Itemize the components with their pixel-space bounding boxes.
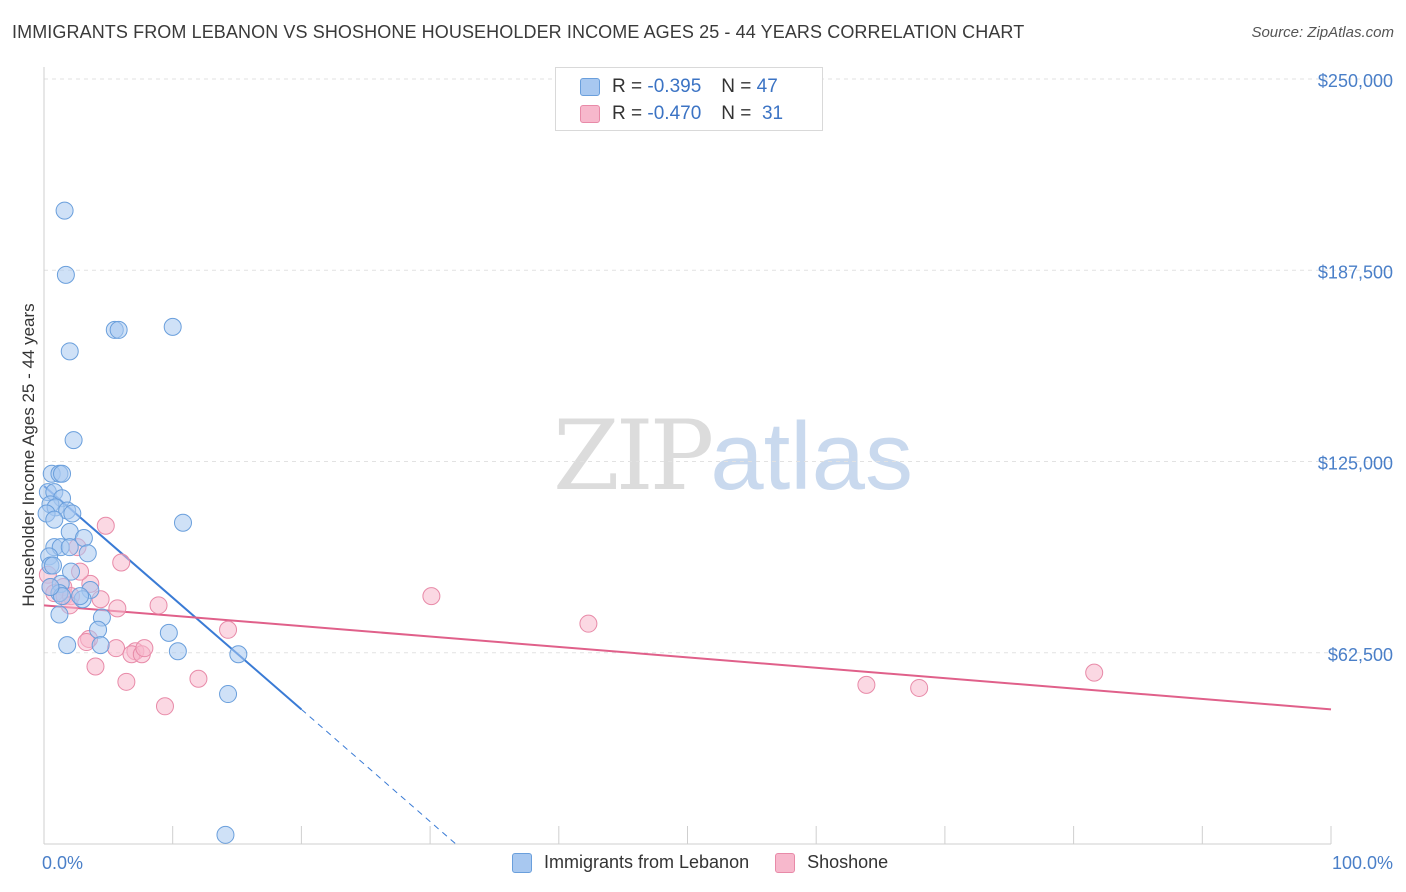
point-lebanon	[60, 342, 79, 361]
series-lebanon-points	[37, 201, 248, 844]
point-shoshone	[86, 657, 105, 676]
legend-n-value: 31	[761, 103, 784, 124]
legend-swatch-shoshone	[775, 852, 796, 873]
series-shoshone-points	[38, 516, 1104, 716]
point-lebanon	[163, 317, 182, 336]
point-shoshone	[112, 553, 131, 572]
source-label: Source: ZipAtlas.com	[1251, 24, 1394, 41]
legend-n-value: 47	[756, 76, 778, 97]
point-shoshone	[1085, 663, 1104, 682]
trend-line-shoshone	[43, 604, 1332, 711]
point-lebanon	[78, 544, 97, 563]
point-lebanon	[71, 587, 90, 606]
point-shoshone	[149, 596, 168, 615]
x-tick-label: 100.0%	[1332, 853, 1393, 873]
legend-swatch-lebanon	[580, 78, 600, 96]
legend-r-label: R =	[612, 76, 643, 97]
grid	[44, 78, 1393, 654]
point-lebanon	[41, 577, 60, 596]
point-lebanon	[56, 265, 75, 284]
point-lebanon	[219, 685, 238, 704]
point-shoshone	[117, 672, 136, 691]
point-lebanon	[55, 201, 74, 220]
point-lebanon	[229, 645, 248, 664]
trend-line-lebanon-extension	[301, 708, 457, 845]
point-shoshone	[910, 678, 929, 697]
point-lebanon	[58, 636, 77, 655]
watermark-atlas: atlas	[710, 403, 913, 510]
point-lebanon	[168, 642, 187, 661]
point-lebanon	[44, 556, 63, 575]
point-shoshone	[579, 614, 598, 633]
point-lebanon	[89, 620, 108, 639]
legend-r-value: -0.470	[647, 103, 702, 124]
legend-row-shoshone: R = -0.470 N = 31	[580, 102, 783, 126]
legend-swatch-lebanon	[512, 852, 532, 873]
trend-line-lebanon	[43, 485, 303, 711]
y-tick-label: $187,500	[1318, 262, 1393, 282]
series-legend: Immigrants from Lebanon Shoshone	[512, 852, 914, 873]
legend-n-label: N =	[721, 76, 752, 97]
tick-labels: $62,500 $125,000 $187,500 $250,000 0.0% 100.0…	[42, 71, 1393, 873]
point-lebanon	[109, 320, 128, 339]
point-shoshone	[135, 639, 154, 658]
point-lebanon	[216, 825, 235, 844]
point-lebanon	[53, 464, 72, 483]
legend-item-lebanon: Immigrants from Lebanon	[512, 852, 749, 873]
point-shoshone	[219, 620, 238, 639]
legend-r-label: R =	[612, 103, 643, 124]
point-lebanon	[63, 504, 82, 523]
point-lebanon	[159, 623, 178, 642]
point-shoshone	[857, 675, 876, 694]
point-lebanon	[60, 538, 79, 557]
watermark-zip: ZIP	[553, 400, 714, 512]
point-lebanon	[91, 636, 110, 655]
trend-lines	[43, 485, 1332, 845]
chart-title: IMMIGRANTS FROM LEBANON VS SHOSHONE HOUS…	[12, 22, 1025, 42]
legend-swatch-shoshone	[580, 105, 600, 123]
point-shoshone	[155, 697, 174, 716]
y-tick-label: $125,000	[1318, 454, 1393, 474]
legend-n-label: N =	[721, 103, 752, 124]
y-tick-label: $250,000	[1318, 71, 1393, 91]
correlation-legend: R = -0.395 N = 47 R = -0.470 N = 31	[555, 67, 823, 131]
point-shoshone	[107, 639, 126, 658]
point-lebanon	[64, 431, 83, 450]
point-lebanon	[173, 513, 192, 532]
point-shoshone	[189, 669, 208, 688]
legend-label-shoshone: Shoshone	[807, 852, 889, 872]
y-tick-label: $62,500	[1328, 645, 1393, 665]
legend-row-lebanon: R = -0.395 N = 47	[580, 75, 778, 99]
legend-label-lebanon: Immigrants from Lebanon	[544, 852, 750, 872]
x-tick-label: 0.0%	[42, 853, 83, 873]
legend-r-value: -0.395	[647, 76, 702, 97]
point-lebanon	[45, 510, 64, 529]
y-axis-label: Householder Income Ages 25 - 44 years	[19, 303, 38, 606]
point-shoshone	[108, 599, 127, 618]
point-lebanon	[62, 562, 81, 581]
point-shoshone	[422, 587, 441, 606]
watermark: ZIPatlas	[553, 400, 913, 512]
axes	[43, 67, 1332, 845]
legend-item-shoshone: Shoshone	[775, 852, 888, 873]
point-lebanon	[50, 605, 69, 624]
point-shoshone	[96, 516, 115, 535]
